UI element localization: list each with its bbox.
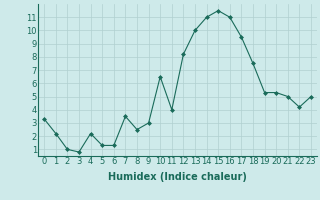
X-axis label: Humidex (Indice chaleur): Humidex (Indice chaleur) — [108, 172, 247, 182]
